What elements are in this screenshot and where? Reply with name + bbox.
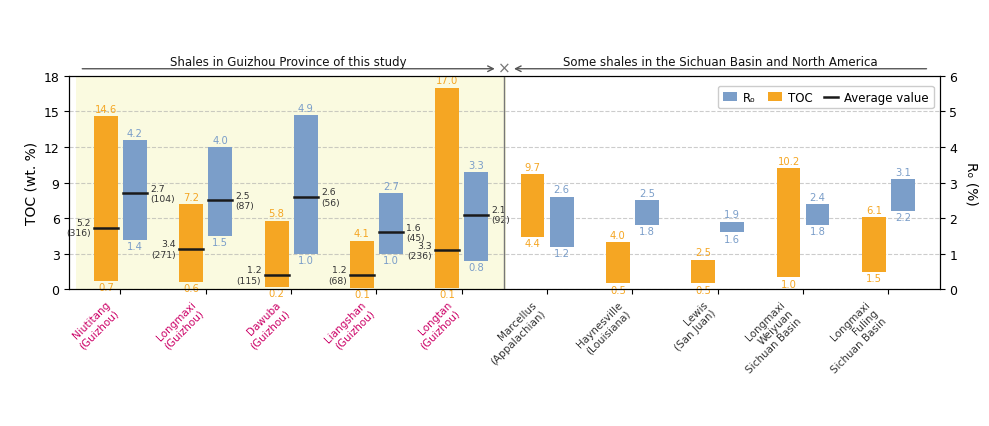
Text: 0.5: 0.5 [695, 285, 711, 295]
Text: 3.3: 3.3 [469, 160, 484, 170]
Text: 7.2: 7.2 [183, 192, 199, 202]
Text: Shales in Guizhou Province of this study: Shales in Guizhou Province of this study [170, 56, 406, 69]
Bar [76, 77, 506, 290]
Text: 1.2
(115): 1.2 (115) [236, 266, 261, 285]
Text: 2.2: 2.2 [895, 213, 911, 223]
Text: 3.4
(271): 3.4 (271) [151, 240, 176, 259]
Text: 0.5: 0.5 [610, 285, 626, 295]
Text: 4.4: 4.4 [525, 239, 540, 249]
Text: 1.8: 1.8 [810, 227, 826, 237]
Text: 4.9: 4.9 [298, 104, 314, 113]
Bar [520, 175, 545, 238]
Bar [123, 141, 147, 240]
Text: 2.1
(92): 2.1 (92) [492, 205, 510, 225]
Text: 0.7: 0.7 [98, 282, 114, 293]
Text: 1.0: 1.0 [780, 279, 796, 289]
Text: 1.0: 1.0 [383, 255, 399, 265]
Text: 1.9: 1.9 [724, 210, 740, 220]
Bar [550, 197, 574, 247]
Text: 1.5: 1.5 [865, 273, 882, 283]
Legend: Rₒ, TOC, Average value: Rₒ, TOC, Average value [718, 87, 934, 109]
Text: 4.0: 4.0 [610, 230, 626, 240]
Text: 1.8: 1.8 [639, 227, 655, 237]
Text: 4.0: 4.0 [213, 135, 228, 145]
Bar [776, 169, 800, 278]
Text: 1.5: 1.5 [213, 238, 228, 248]
Bar [179, 204, 203, 282]
Y-axis label: TOC (wt. %): TOC (wt. %) [24, 142, 39, 225]
Bar [635, 201, 659, 226]
Text: 1.6
(45): 1.6 (45) [406, 223, 425, 242]
Text: ×: × [498, 62, 510, 77]
Text: 0.8: 0.8 [469, 262, 484, 273]
Text: 2.4: 2.4 [810, 192, 826, 202]
Bar [806, 204, 830, 226]
Y-axis label: Rₒ (%): Rₒ (%) [964, 161, 978, 205]
Text: 2.6: 2.6 [554, 185, 570, 195]
Bar [294, 116, 317, 254]
Text: 1.2: 1.2 [554, 248, 570, 258]
Bar [861, 218, 886, 272]
Text: 14.6: 14.6 [95, 104, 117, 115]
Text: 2.7
(104): 2.7 (104) [150, 184, 175, 204]
Bar [891, 180, 915, 212]
Text: 10.2: 10.2 [777, 157, 800, 167]
Text: 2.5: 2.5 [695, 248, 711, 258]
Text: 1.6: 1.6 [724, 234, 740, 244]
Text: 3.1: 3.1 [895, 167, 911, 177]
Text: 2.5
(87): 2.5 (87) [235, 191, 254, 210]
Bar [606, 242, 630, 284]
Text: 2.6
(56): 2.6 (56) [321, 188, 339, 207]
Bar [350, 241, 374, 288]
Text: 1.2
(68): 1.2 (68) [327, 266, 346, 285]
Text: 5.8: 5.8 [269, 209, 285, 219]
Text: 0.1: 0.1 [354, 290, 370, 299]
Text: 6.1: 6.1 [865, 205, 882, 215]
Bar [720, 222, 744, 233]
Text: 2.5: 2.5 [639, 189, 655, 199]
Text: 1.0: 1.0 [298, 255, 314, 265]
Bar [209, 148, 232, 236]
Text: 9.7: 9.7 [524, 163, 541, 173]
Bar [691, 260, 715, 284]
Text: Some shales in the Sichuan Basin and North America: Some shales in the Sichuan Basin and Nor… [563, 56, 877, 69]
Text: 0.6: 0.6 [183, 284, 199, 294]
Text: 2.7: 2.7 [383, 181, 399, 191]
Bar [94, 117, 118, 282]
Text: 0.1: 0.1 [439, 290, 455, 299]
Text: 5.2
(316): 5.2 (316) [66, 219, 91, 238]
Bar [435, 89, 459, 288]
Bar [379, 194, 403, 254]
Bar [265, 221, 289, 287]
Text: 3.3
(236): 3.3 (236) [407, 241, 432, 260]
Text: 4.1: 4.1 [354, 229, 370, 239]
Text: 0.2: 0.2 [269, 288, 285, 299]
Bar [464, 173, 489, 261]
Text: 17.0: 17.0 [436, 76, 458, 86]
Text: 1.4: 1.4 [127, 241, 142, 251]
Text: 4.2: 4.2 [127, 128, 142, 138]
